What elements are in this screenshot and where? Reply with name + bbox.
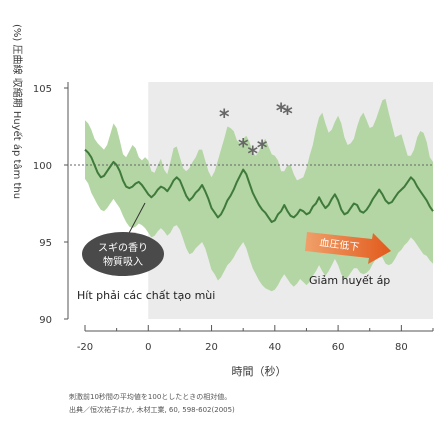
significance-asterisk: * bbox=[238, 134, 249, 158]
note-line-1: 刺激前10秒間の平均値を100としたときの相対値。 bbox=[69, 392, 231, 401]
y-tick-label: 100 bbox=[33, 161, 52, 172]
significance-asterisk: * bbox=[247, 142, 258, 166]
x-tick-label: 60 bbox=[332, 342, 345, 353]
x-tick-label: 40 bbox=[268, 342, 281, 353]
x-tick-label: 20 bbox=[205, 342, 218, 353]
significance-marks: ** * *** bbox=[219, 99, 293, 166]
pressure-drop-arrow bbox=[305, 232, 391, 264]
x-axis-label: 時間（秒） bbox=[232, 364, 287, 378]
y-tick-label: 105 bbox=[33, 84, 52, 95]
y-tick-group: 90 95 100 105 bbox=[33, 84, 68, 326]
y-tick-label: 90 bbox=[39, 315, 52, 326]
significance-asterisk: * bbox=[276, 99, 287, 123]
significance-asterisk: * bbox=[282, 102, 293, 126]
note-line-2: 出典／恒次祐子ほか, 木材工業, 60, 598-602(2005) bbox=[69, 405, 235, 414]
significance-asterisk: * bbox=[257, 136, 268, 160]
x-tick-group: -20 0 20 40 60 80 bbox=[77, 325, 434, 353]
x-tick-label: -20 bbox=[77, 342, 93, 353]
decrease-annotation: Giảm huyết áp bbox=[309, 274, 390, 287]
y-axis-label: (%) 圧曲線 収縮期 Huyết áp tâm thu bbox=[11, 24, 24, 199]
callout-line-1: スギの香り bbox=[98, 242, 148, 254]
significance-asterisk: * bbox=[219, 105, 230, 129]
x-tick-label: 0 bbox=[145, 342, 151, 353]
y-tick-label: 95 bbox=[39, 238, 52, 249]
mean-blood-pressure-line bbox=[84, 148, 434, 223]
callout-line-2: 物質吸入 bbox=[103, 255, 143, 268]
stimulus-callout-bubble bbox=[82, 232, 164, 276]
x-tick-label: 80 bbox=[395, 342, 408, 353]
stimulus-annotation: Hít phải các chất tạo mùi bbox=[77, 289, 215, 302]
